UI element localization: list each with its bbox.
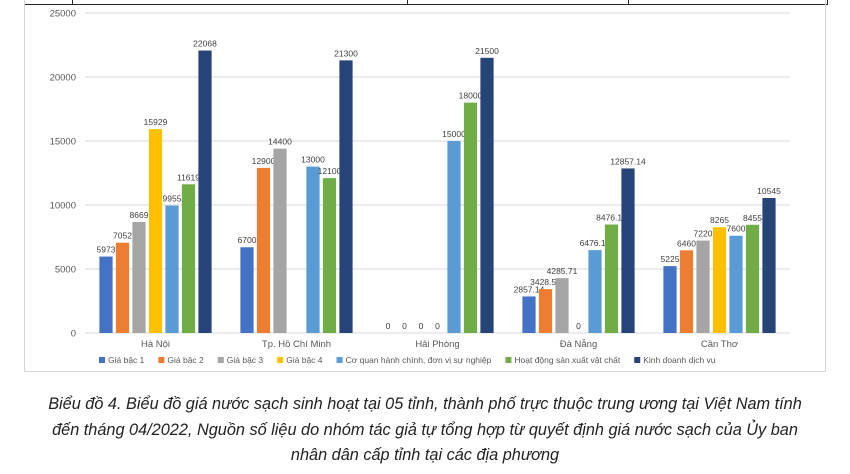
data-label: 2857.14 — [514, 284, 545, 294]
bar — [762, 198, 776, 333]
bar — [322, 178, 337, 333]
category-label: Hà Nội — [141, 339, 170, 350]
category-label: Đà Nẵng — [560, 339, 598, 350]
data-label: 0 — [386, 321, 391, 331]
caption-line-2: đến tháng 04/2022, Nguồn số liệu do nhóm… — [52, 420, 798, 439]
bar — [522, 296, 536, 333]
bar — [712, 227, 727, 333]
legend-swatch — [336, 357, 343, 363]
data-label: 22068 — [193, 39, 217, 49]
caption-line-1: Biểu đồ 4. Biểu đồ giá nước sạch sinh ho… — [48, 395, 802, 413]
bar — [555, 278, 569, 333]
bar — [99, 256, 113, 333]
legend-label: Giá bậc 1 — [108, 355, 145, 365]
legend-swatch — [99, 357, 105, 363]
data-label: 7220 — [694, 229, 713, 239]
data-label: 6700 — [238, 235, 257, 245]
bar — [538, 289, 553, 333]
bar — [447, 141, 461, 333]
legend-label: Giá bậc 4 — [286, 355, 323, 365]
bar — [198, 50, 212, 333]
data-label: 0 — [435, 321, 440, 331]
y-tick-label: 20000 — [50, 73, 76, 84]
legend-swatch — [158, 357, 165, 363]
bar — [115, 242, 130, 333]
data-label: 5225 — [661, 254, 680, 264]
bar — [148, 129, 163, 333]
bar — [745, 224, 760, 333]
data-label: 6460 — [677, 238, 696, 248]
data-label: 21300 — [334, 48, 358, 58]
data-label: 8669 — [130, 210, 149, 220]
bar-chart: 0 5000 10000 15000 20000 25000 5973 7052 8669 159… — [50, 9, 790, 365]
bar — [621, 168, 635, 333]
data-label: 12100 — [318, 166, 342, 176]
bar — [463, 102, 478, 333]
data-label: 12857.14 — [610, 156, 646, 166]
data-label: 4285.71 — [547, 266, 578, 276]
y-tick-label: 10000 — [50, 201, 76, 212]
category-label: Hải Phòng — [415, 339, 459, 350]
data-label: 8476.19 — [596, 213, 627, 223]
category-label: Tp. Hồ Chí Minh — [262, 339, 331, 350]
data-label: 15929 — [144, 117, 168, 127]
data-label: 11619 — [177, 172, 200, 182]
data-label: 18000 — [459, 91, 483, 101]
chart-area — [24, 0, 826, 372]
data-label: 13000 — [301, 155, 325, 165]
data-label: 15000 — [442, 129, 466, 139]
bar — [165, 205, 179, 333]
data-label: 7052 — [113, 231, 132, 241]
y-tick-label: 0 — [71, 329, 76, 340]
bar — [588, 250, 602, 333]
y-tick-label: 25000 — [50, 9, 76, 20]
bar — [273, 148, 287, 333]
figure-caption: Biểu đồ 4. Biểu đồ giá nước sạch sinh ho… — [10, 392, 840, 469]
data-label: 9955 — [163, 194, 182, 204]
legend-label: Giá bậc 2 — [167, 355, 204, 365]
data-label: 8455 — [743, 213, 762, 223]
data-label: 8265 — [710, 215, 729, 225]
bar — [181, 184, 196, 333]
data-label: 12900 — [252, 156, 276, 166]
y-tick-label: 15000 — [50, 137, 76, 148]
category-label: Cần Thơ — [701, 339, 738, 350]
data-label: 7600 — [727, 224, 746, 234]
legend-swatch — [634, 357, 641, 363]
legend-swatch — [217, 357, 224, 363]
bar — [132, 222, 146, 333]
bar — [306, 166, 320, 333]
caption-line-3: nhân dân cấp tỉnh tại các địa phương — [290, 446, 560, 464]
bar — [339, 60, 353, 334]
legend-swatch — [505, 357, 512, 363]
bar — [604, 224, 619, 333]
y-tick-label: 5000 — [55, 265, 76, 276]
data-label: 3428.57 — [530, 277, 561, 287]
data-label: 5973 — [97, 245, 116, 255]
legend-label: Kinh doanh dịch vụ — [643, 355, 716, 365]
legend-label: Cơ quan hành chính, đơn vị sự nghiệp — [346, 355, 492, 365]
data-label: 0 — [419, 321, 424, 331]
data-label: 0 — [576, 321, 581, 331]
bar — [480, 57, 494, 334]
bar — [240, 247, 254, 333]
data-label: 10545 — [757, 186, 781, 196]
bar — [256, 167, 271, 333]
data-label: 14400 — [268, 137, 292, 147]
legend-swatch — [277, 357, 284, 363]
bar — [729, 235, 743, 333]
data-label: 21500 — [475, 46, 499, 56]
legend-label: Giá bậc 3 — [227, 355, 264, 365]
bar — [696, 240, 710, 333]
legend-label: Hoạt động sản xuất vật chất — [514, 355, 620, 365]
data-label: 0 — [402, 321, 407, 331]
bar — [679, 250, 694, 333]
data-label: 6476.19 — [580, 238, 611, 248]
bar — [663, 266, 677, 333]
